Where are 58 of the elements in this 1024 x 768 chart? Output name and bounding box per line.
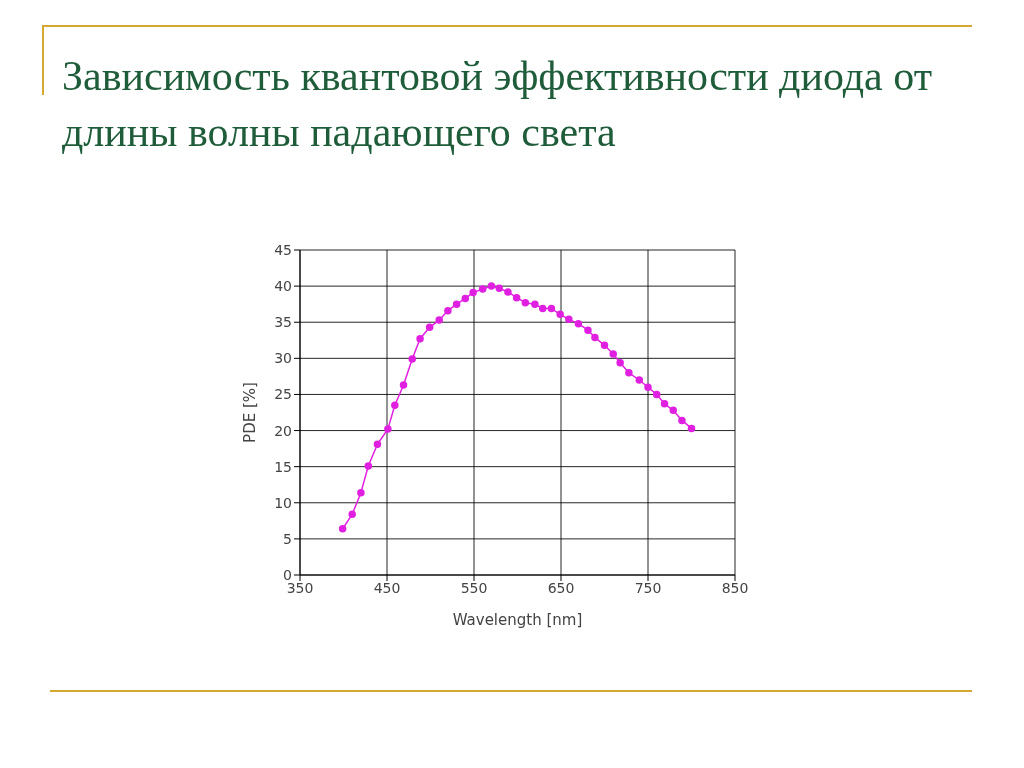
point xyxy=(425,323,434,332)
y-axis-title: PDE [%] xyxy=(241,382,260,443)
y-tick-label: 35 xyxy=(274,314,292,331)
point xyxy=(364,462,373,470)
point xyxy=(574,319,583,328)
point xyxy=(625,369,633,377)
point xyxy=(399,381,408,389)
point xyxy=(391,401,399,410)
point xyxy=(616,358,624,367)
point xyxy=(521,298,530,307)
point xyxy=(547,304,556,313)
point xyxy=(644,383,652,391)
x-tick-label: 550 xyxy=(460,579,488,596)
x-tick-label: 850 xyxy=(721,579,749,596)
point xyxy=(635,376,644,384)
point xyxy=(565,315,573,324)
point xyxy=(591,333,599,342)
point xyxy=(531,300,539,308)
point xyxy=(512,293,521,302)
point xyxy=(504,288,512,296)
point xyxy=(461,294,470,303)
point xyxy=(373,440,382,449)
point xyxy=(660,400,669,408)
y-tick-label: 40 xyxy=(274,278,292,295)
y-tick-label: 15 xyxy=(274,458,292,475)
point xyxy=(652,390,661,399)
point xyxy=(487,282,496,290)
y-tick-label: 10 xyxy=(274,494,292,511)
point xyxy=(609,350,617,358)
point xyxy=(384,425,392,433)
point xyxy=(338,525,347,533)
x-tick-label: 450 xyxy=(373,579,401,596)
point xyxy=(669,406,677,415)
point xyxy=(357,488,365,497)
point xyxy=(687,424,696,433)
point xyxy=(584,326,592,334)
point xyxy=(444,306,452,315)
chart-title: Зависимость квантовой эффективности диода от длины волны падающего света xyxy=(62,52,934,157)
point xyxy=(435,316,443,324)
y-tick-label: 30 xyxy=(274,350,292,367)
y-tick-label: 45 xyxy=(274,241,292,258)
point xyxy=(416,335,424,343)
point xyxy=(678,416,686,425)
point xyxy=(348,510,356,519)
x-tick-label: 750 xyxy=(634,579,662,596)
point xyxy=(478,285,487,293)
y-tick-label: 20 xyxy=(274,422,292,439)
point xyxy=(469,288,477,297)
y-tick-label: 25 xyxy=(274,386,292,403)
point xyxy=(538,304,547,313)
x-tick-label: 650 xyxy=(547,579,575,596)
x-axis-title: Wavelength [nm] xyxy=(452,611,583,629)
y-tick-label: 5 xyxy=(283,530,292,547)
point xyxy=(408,355,416,363)
point xyxy=(556,310,564,319)
point xyxy=(600,341,609,350)
point xyxy=(452,300,461,308)
point xyxy=(495,284,503,293)
